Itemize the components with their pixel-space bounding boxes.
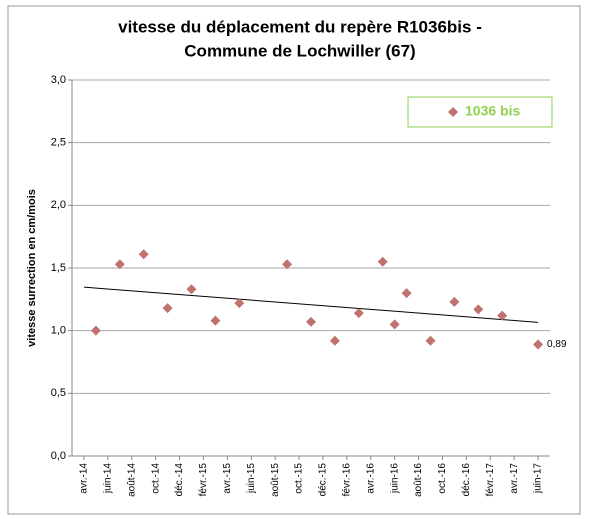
y-tick-label: 2,0 xyxy=(51,199,66,211)
point xyxy=(533,339,544,350)
point xyxy=(425,335,436,346)
point xyxy=(353,308,364,319)
point xyxy=(114,259,125,270)
x-tick-label: févr.-16 xyxy=(341,463,352,497)
x-tick-label: oct.-14 xyxy=(150,463,161,494)
x-tick-label: avr.-16 xyxy=(365,463,376,494)
point xyxy=(401,288,412,299)
data-label: 0,89 xyxy=(547,339,567,350)
y-tick-label: 3,0 xyxy=(51,74,66,86)
x-tick-label: juin-14 xyxy=(102,463,113,494)
point xyxy=(210,315,221,326)
chart-frame xyxy=(7,5,581,515)
chart-title: vitesse du déplacement du repère R1036bi… xyxy=(118,17,482,36)
point xyxy=(329,335,340,346)
x-tick-label: juin-15 xyxy=(246,463,257,494)
point xyxy=(138,249,149,260)
x-tick-label: févr.-17 xyxy=(485,463,496,497)
point xyxy=(473,304,484,315)
x-tick-label: avr.-14 xyxy=(79,463,90,494)
x-tick-label: avr.-15 xyxy=(222,463,233,494)
x-tick-label: déc.-15 xyxy=(318,463,329,497)
x-tick-label: déc.-14 xyxy=(174,463,185,497)
point xyxy=(186,284,197,295)
x-tick-label: juin-17 xyxy=(533,463,544,494)
x-tick-label: avr.-17 xyxy=(509,463,520,494)
y-tick-label: 0,0 xyxy=(51,450,66,462)
y-tick-label: 1,0 xyxy=(51,325,66,337)
point xyxy=(282,259,293,270)
x-tick-label: juin-16 xyxy=(389,463,400,494)
chart-title: Commune de Lochwiller (67) xyxy=(184,41,415,60)
point xyxy=(497,310,508,321)
y-axis-title: vitesse surrection en cm/mois xyxy=(26,189,38,347)
x-tick-label: août-15 xyxy=(270,463,281,497)
legend-marker xyxy=(448,107,458,117)
y-tick-label: 2,5 xyxy=(51,137,66,149)
x-tick-label: août-16 xyxy=(413,463,424,497)
point xyxy=(90,325,101,336)
y-tick-label: 0,5 xyxy=(51,387,66,399)
legend-label: 1036 bis xyxy=(465,103,520,119)
point xyxy=(162,303,173,314)
x-tick-label: déc.-16 xyxy=(461,463,472,497)
point xyxy=(377,256,388,267)
point xyxy=(449,296,460,307)
point xyxy=(306,316,316,327)
point xyxy=(234,298,245,309)
point xyxy=(389,319,400,330)
x-tick-label: oct.-16 xyxy=(437,463,448,494)
legend-box xyxy=(407,96,553,128)
x-tick-label: août-14 xyxy=(126,463,137,497)
x-tick-label: oct.-15 xyxy=(294,463,305,494)
y-tick-label: 1,5 xyxy=(51,262,66,274)
x-tick-label: févr.-15 xyxy=(198,463,209,497)
trend-line xyxy=(83,286,539,323)
